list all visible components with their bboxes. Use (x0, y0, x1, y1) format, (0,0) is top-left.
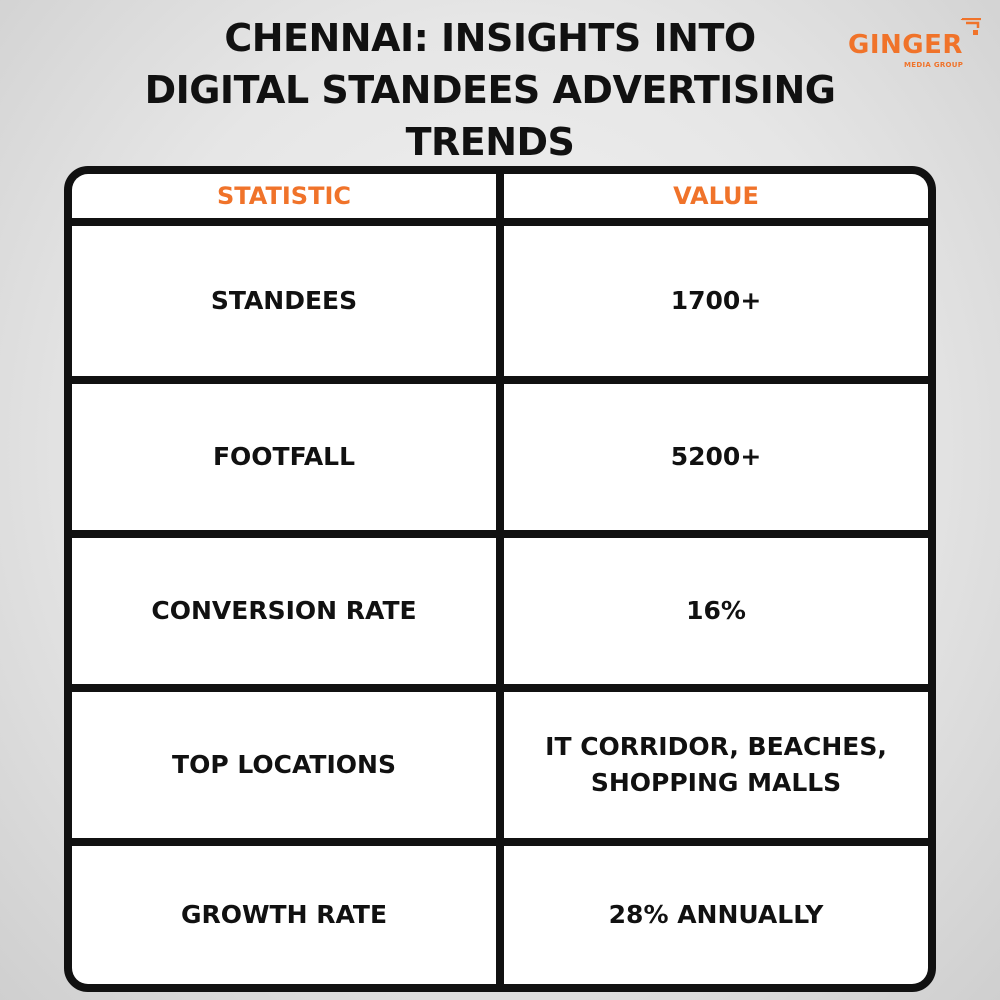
page-title-line-2: DIGITAL STANDEES ADVERTISING (144, 68, 836, 112)
table-cell: TOP LOCATIONS (172, 750, 396, 779)
table-row-2-statistic: FOOTFALL (72, 384, 496, 530)
statistics-table: STATISTIC VALUE STANDEES 1700+ FOOTFALL … (64, 166, 936, 992)
table-header-value: VALUE (504, 174, 928, 218)
table-row-5-statistic: GROWTH RATE (72, 846, 496, 984)
table-cell: 1700+ (670, 286, 762, 315)
table-row-4-statistic: TOP LOCATIONS (72, 692, 496, 838)
table-row-2-value: 5200+ (504, 384, 928, 530)
logo-wordmark: GINGER (848, 30, 963, 60)
table-cell: CONVERSION RATE (151, 596, 417, 625)
table-row-4-value: IT CORRIDOR, BEACHES, SHOPPING MALLS (504, 692, 928, 838)
table-row-5-value: 28% ANNUALLY (504, 846, 928, 984)
page-title-line-3: TRENDS (405, 120, 575, 164)
page-title: CHENNAI: INSIGHTS INTO DIGITAL STANDEES … (110, 12, 870, 168)
table-header-value-label: VALUE (673, 182, 759, 210)
page-title-line-1: CHENNAI: INSIGHTS INTO (224, 16, 756, 60)
table-cell: 16% (686, 596, 746, 625)
ginger-media-group-logo: GINGER MEDIA GROUP (846, 16, 986, 76)
table-row-3-value: 16% (504, 538, 928, 684)
table-header-statistic-label: STATISTIC (216, 182, 351, 210)
table-cell: IT CORRIDOR, BEACHES, SHOPPING MALLS (545, 732, 887, 797)
signal-icon (960, 18, 981, 35)
table-header-statistic: STATISTIC (72, 174, 496, 218)
table-row-1-statistic: STANDEES (72, 226, 496, 376)
logo-tagline: MEDIA GROUP (904, 61, 964, 69)
table-row-1-value: 1700+ (504, 226, 928, 376)
table-cell: 5200+ (670, 442, 762, 471)
table-cell: FOOTFALL (212, 442, 356, 471)
table-cell: STANDEES (210, 286, 358, 315)
table-row-3-statistic: CONVERSION RATE (72, 538, 496, 684)
table-cell: GROWTH RATE (180, 900, 388, 929)
table-cell: 28% ANNUALLY (608, 900, 824, 929)
